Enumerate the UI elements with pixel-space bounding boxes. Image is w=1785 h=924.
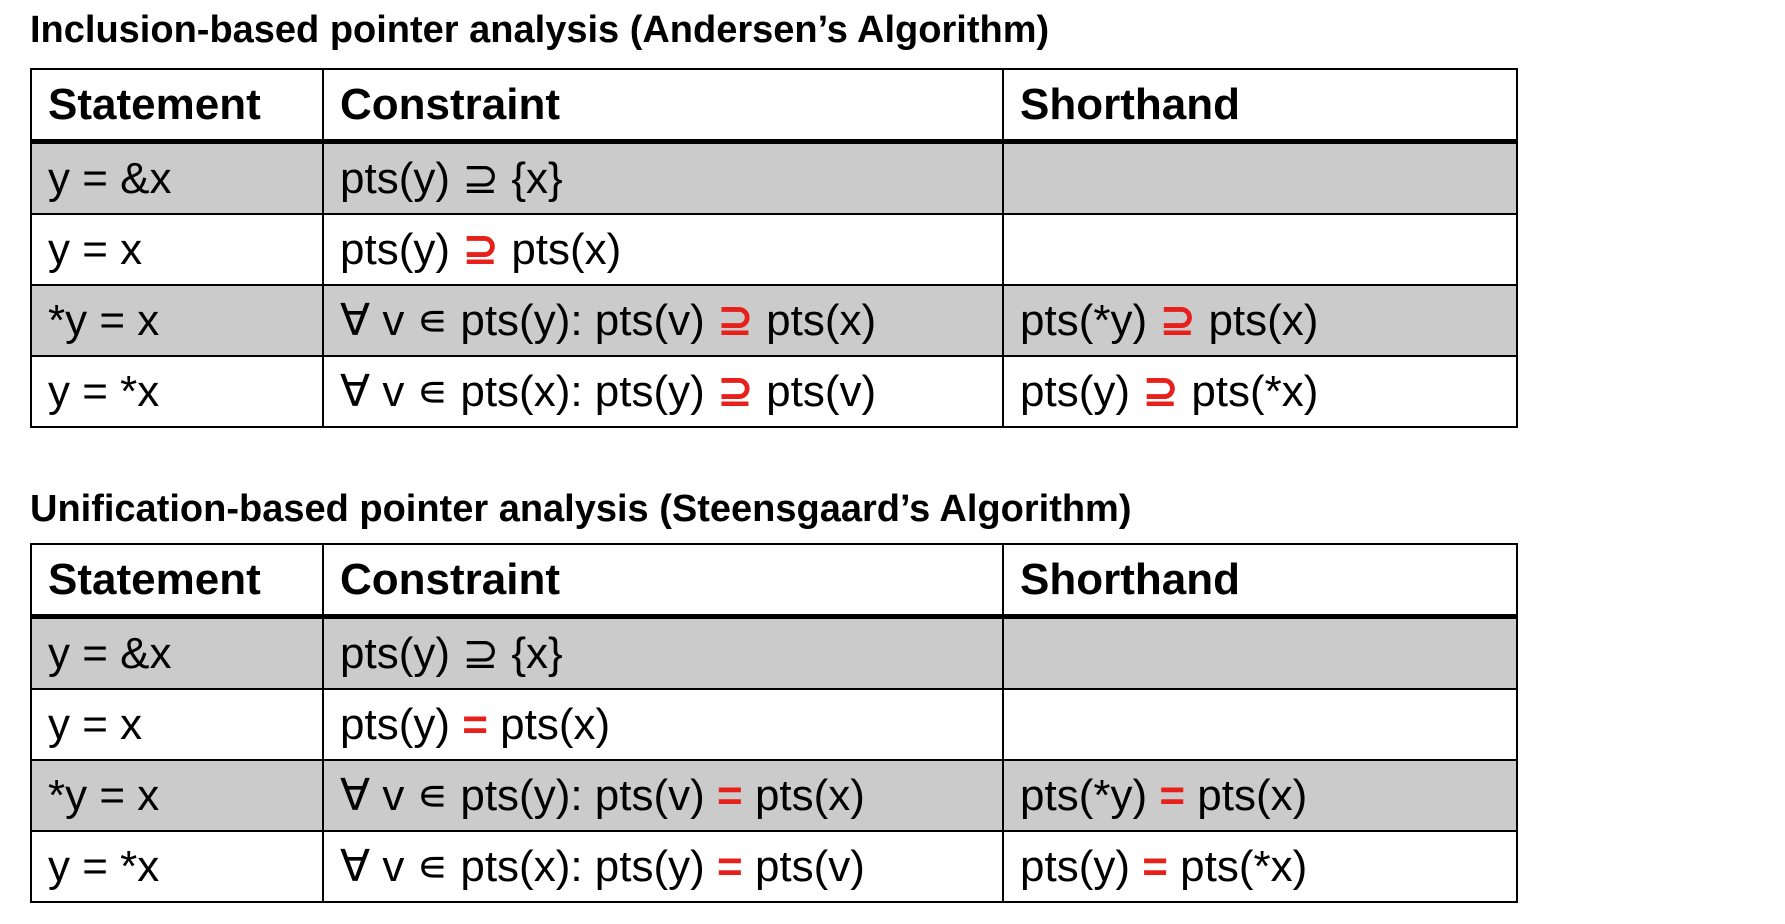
shorthand-cell: pts(y) ⊇ pts(*x) [1002, 355, 1518, 428]
shorthand-cell: pts(*y) ⊇ pts(x) [1002, 284, 1518, 357]
shorthand-operator: = [1159, 770, 1186, 820]
constraint-rhs: pts(v) [753, 367, 877, 416]
shorthand-rhs: pts(*x) [1167, 841, 1308, 891]
constraint-cell: ∀ v ∊ pts(x): pts(y) = pts(v) [322, 830, 1004, 903]
shorthand-rhs: pts(x) [1185, 770, 1308, 820]
statement-cell: *y = x [30, 284, 324, 357]
constraint-text: ∀ v ∊ pts(x): pts(y) [340, 842, 718, 891]
shorthand-operator: ⊇ [1159, 296, 1197, 345]
statement-cell: y = *x [30, 830, 324, 903]
shorthand-cell: pts(y) = pts(*x) [1002, 830, 1518, 903]
header-statement: Statement [30, 543, 324, 619]
constraint-operator: = [717, 771, 743, 820]
constraint-rhs: pts(x) [753, 296, 877, 345]
shorthand-cell: pts(*y) = pts(x) [1002, 759, 1518, 832]
shorthand-text: pts(*y) [1020, 770, 1160, 820]
table-row: y = x pts(y) = pts(x) [30, 688, 1518, 761]
constraint-operator: ⊇ [462, 225, 500, 274]
header-statement: Statement [30, 68, 324, 144]
statement-cell: y = &x [30, 615, 324, 690]
shorthand-text: pts(y) [1020, 367, 1143, 416]
shorthand-cell [1002, 688, 1518, 761]
shorthand-cell [1002, 213, 1518, 286]
constraint-rhs: pts(x) [499, 225, 622, 274]
statement-cell: y = x [30, 213, 324, 286]
constraint-text: ∀ v ∊ pts(y): pts(v) [340, 771, 718, 820]
constraint-rhs: pts(v) [742, 842, 865, 891]
header-constraint: Constraint [322, 68, 1004, 144]
table-row: y = &x pts(y) ⊇ {x} [30, 615, 1518, 690]
steensgaard-table: Statement Constraint Shorthand y = &x pt… [30, 543, 1518, 903]
shorthand-operator: ⊇ [1142, 367, 1180, 416]
statement-cell: y = *x [30, 355, 324, 428]
constraint-cell: ∀ v ∊ pts(y): pts(v) = pts(x) [322, 759, 1004, 832]
constraint-cell: pts(y) ⊇ {x} [322, 615, 1004, 690]
constraint-operator: ⊇ [717, 367, 754, 416]
constraint-operator: = [717, 842, 743, 891]
statement-cell: y = &x [30, 140, 324, 215]
shorthand-cell [1002, 140, 1518, 215]
constraint-text: pts(y) [340, 225, 463, 274]
table-row: *y = x ∀ v ∊ pts(y): pts(v) ⊇ pts(x) pts… [30, 284, 1518, 357]
table-row: y = x pts(y) ⊇ pts(x) [30, 213, 1518, 286]
steensgaard-title: Unification-based pointer analysis (Stee… [30, 488, 1132, 530]
shorthand-text: pts(y) [1020, 841, 1143, 891]
statement-cell: y = x [30, 688, 324, 761]
shorthand-operator: = [1142, 841, 1168, 891]
header-shorthand: Shorthand [1002, 543, 1518, 619]
shorthand-cell [1002, 615, 1518, 690]
shorthand-rhs: pts(x) [1196, 296, 1319, 345]
header-constraint: Constraint [322, 543, 1004, 619]
shorthand-text: pts(*y) [1020, 296, 1160, 345]
andersen-title: Inclusion-based pointer analysis (Anders… [30, 9, 1050, 51]
constraint-operator: ⊇ [717, 296, 754, 345]
constraint-text: pts(y) ⊇ {x} [340, 629, 563, 678]
statement-cell: *y = x [30, 759, 324, 832]
constraint-cell: pts(y) = pts(x) [322, 688, 1004, 761]
table-row: y = *x ∀ v ∊ pts(x): pts(y) ⊇ pts(v) pts… [30, 355, 1518, 428]
constraint-text: pts(y) [340, 699, 463, 749]
table-row: *y = x ∀ v ∊ pts(y): pts(v) = pts(x) pts… [30, 759, 1518, 832]
header-row: Statement Constraint Shorthand [30, 68, 1518, 144]
constraint-cell: ∀ v ∊ pts(x): pts(y) ⊇ pts(v) [322, 355, 1004, 428]
header-shorthand: Shorthand [1002, 68, 1518, 144]
constraint-cell: pts(y) ⊇ pts(x) [322, 213, 1004, 286]
constraint-rhs: pts(x) [487, 699, 611, 749]
shorthand-rhs: pts(*x) [1179, 367, 1319, 416]
constraint-cell: ∀ v ∊ pts(y): pts(v) ⊇ pts(x) [322, 284, 1004, 357]
constraint-text: ∀ v ∊ pts(x): pts(y) [340, 367, 718, 416]
constraint-text: pts(y) ⊇ {x} [340, 154, 563, 203]
header-row: Statement Constraint Shorthand [30, 543, 1518, 619]
table-row: y = *x ∀ v ∊ pts(x): pts(y) = pts(v) pts… [30, 830, 1518, 903]
constraint-text: ∀ v ∊ pts(y): pts(v) [340, 296, 718, 345]
table-row: y = &x pts(y) ⊇ {x} [30, 140, 1518, 215]
andersen-table: Statement Constraint Shorthand y = &x pt… [30, 68, 1518, 428]
constraint-cell: pts(y) ⊇ {x} [322, 140, 1004, 215]
constraint-rhs: pts(x) [742, 771, 865, 820]
constraint-operator: = [462, 699, 488, 749]
